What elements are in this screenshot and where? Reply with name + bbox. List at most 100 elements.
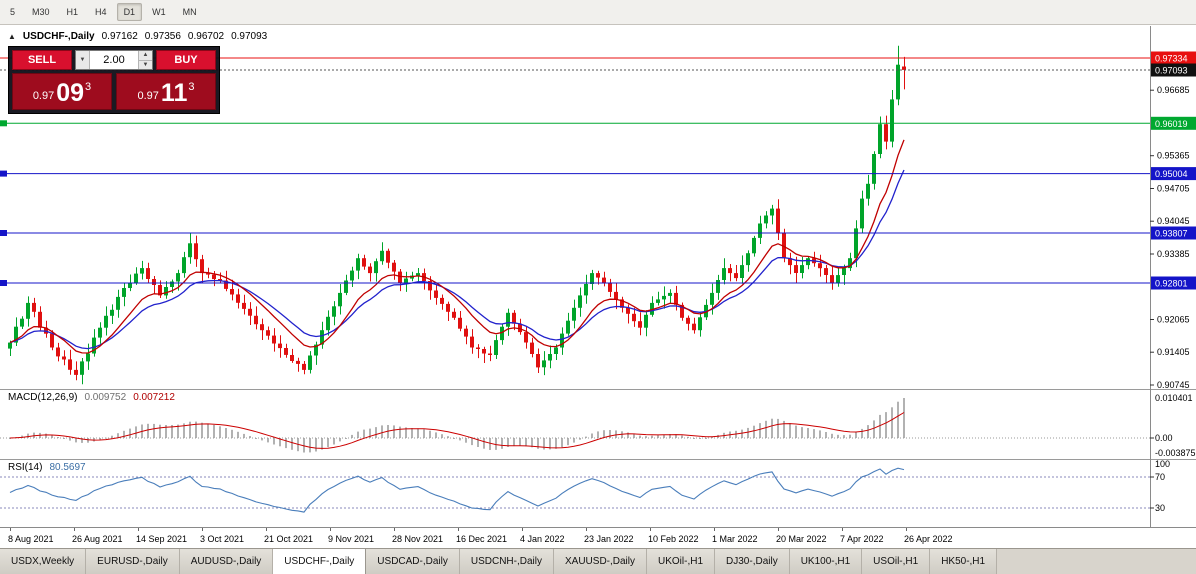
timeframe-button-mn[interactable]: MN bbox=[182, 7, 197, 17]
volume-control[interactable]: ▼ 2.00 ▲ ▼ bbox=[75, 50, 153, 70]
svg-text:0.92065: 0.92065 bbox=[1157, 315, 1190, 325]
macd-indicator-header: MACD(12,26,9) 0.009752 0.007212 bbox=[8, 392, 175, 403]
svg-text:0.95004: 0.95004 bbox=[1155, 169, 1188, 179]
sell-price-prefix: 0.97 bbox=[32, 90, 55, 102]
price-axis: 0.96685 0.95365 0.94705 0.94045 0.93385 0.920… bbox=[0, 26, 1196, 527]
buy-price-pipette: 3 bbox=[188, 81, 195, 93]
one-click-collapse-icon[interactable]: ▲ bbox=[8, 32, 16, 41]
date-tick bbox=[842, 528, 843, 531]
svg-text:0.93385: 0.93385 bbox=[1157, 249, 1190, 259]
tab-uk100-h1[interactable]: UK100-,H1 bbox=[789, 549, 863, 574]
date-label: 21 Oct 2021 bbox=[264, 534, 314, 544]
buy-button[interactable]: BUY bbox=[156, 50, 216, 70]
sell-button[interactable]: SELL bbox=[12, 50, 72, 70]
rsi-indicator-header: RSI(14) 80.5697 bbox=[8, 462, 86, 473]
svg-text:0.94045: 0.94045 bbox=[1157, 216, 1190, 226]
date-tick bbox=[522, 528, 523, 531]
date-label: 20 Mar 2022 bbox=[776, 534, 827, 544]
svg-text:0.94705: 0.94705 bbox=[1157, 184, 1190, 194]
sell-price-display[interactable]: 0.97 09 3 bbox=[12, 73, 112, 110]
date-label: 9 Nov 2021 bbox=[328, 534, 375, 544]
symbol-timeframe-label: USDCHF-,Daily bbox=[22, 31, 95, 42]
buy-price-display[interactable]: 0.97 11 3 bbox=[116, 73, 216, 110]
date-tick bbox=[202, 528, 203, 531]
tab-usoil-h1[interactable]: USOil-,H1 bbox=[862, 549, 931, 574]
sell-price-big: 09 bbox=[56, 79, 85, 107]
date-tick bbox=[10, 528, 11, 531]
date-label: 8 Aug 2021 bbox=[8, 534, 54, 544]
svg-text:0.00: 0.00 bbox=[1155, 433, 1173, 443]
svg-text:0.96019: 0.96019 bbox=[1155, 119, 1188, 129]
candles-layer bbox=[8, 45, 906, 385]
macd-panel bbox=[0, 398, 1150, 453]
tab-audusd-daily[interactable]: AUDUSD-,Daily bbox=[179, 549, 274, 574]
svg-text:0.90745: 0.90745 bbox=[1157, 380, 1190, 390]
svg-text:0.96685: 0.96685 bbox=[1157, 85, 1190, 95]
svg-text:30: 30 bbox=[1155, 503, 1165, 513]
tab-eurusd-daily[interactable]: EURUSD-,Daily bbox=[86, 549, 180, 574]
rsi-value: 80.5697 bbox=[49, 462, 86, 473]
date-axis: 8 Aug 2021 26 Aug 2021 14 Sep 2021 3 Oct 20… bbox=[0, 527, 1196, 548]
timeframe-button-d1[interactable]: D1 bbox=[116, 3, 143, 21]
date-label: 23 Jan 2022 bbox=[584, 534, 634, 544]
date-tick bbox=[266, 528, 267, 531]
tab-usdcad-daily[interactable]: USDCAD-,Daily bbox=[366, 549, 460, 574]
tab-usdchf-daily[interactable]: USDCHF-,Daily bbox=[273, 549, 367, 574]
date-label: 14 Sep 2021 bbox=[136, 534, 188, 544]
tab-usdx-weekly[interactable]: USDX,Weekly bbox=[0, 549, 87, 574]
macd-label: MACD(12,26,9) bbox=[8, 392, 78, 403]
sell-price-pipette: 3 bbox=[85, 81, 92, 93]
timeframe-button-5[interactable]: 5 bbox=[10, 7, 16, 17]
rsi-label: RSI(14) bbox=[8, 462, 43, 473]
low-value: 0.96702 bbox=[187, 31, 225, 42]
tab-ukoil-h1[interactable]: UKOil-,H1 bbox=[647, 549, 716, 574]
svg-text:0.95365: 0.95365 bbox=[1157, 151, 1190, 161]
tab-hk50-h1[interactable]: HK50-,H1 bbox=[930, 549, 998, 574]
svg-text:0.93807: 0.93807 bbox=[1155, 229, 1188, 239]
volume-up-button[interactable]: ▲ bbox=[139, 51, 152, 61]
high-value: 0.97356 bbox=[144, 31, 181, 42]
date-tick bbox=[394, 528, 395, 531]
timeframe-button-w1[interactable]: W1 bbox=[152, 7, 166, 17]
svg-text:0.97093: 0.97093 bbox=[1155, 66, 1188, 76]
volume-down-button[interactable]: ▼ bbox=[139, 60, 152, 69]
svg-text:0.010401: 0.010401 bbox=[1155, 393, 1193, 403]
date-label: 26 Aug 2021 bbox=[72, 534, 123, 544]
timeframe-toolbar: 5 M30 H1 H4 D1 W1 MN bbox=[0, 0, 1196, 25]
date-tick bbox=[650, 528, 651, 531]
date-label: 7 Apr 2022 bbox=[840, 534, 884, 544]
volume-spinner: ▲ ▼ bbox=[138, 51, 152, 69]
buy-price-big: 11 bbox=[160, 79, 188, 107]
date-tick bbox=[330, 528, 331, 531]
chart-tabs-bar: USDX,Weekly EURUSD-,Daily AUDUSD-,Daily USD… bbox=[0, 548, 1196, 574]
date-label: 26 Apr 2022 bbox=[904, 534, 953, 544]
tab-xauusd-daily[interactable]: XAUUSD-,Daily bbox=[553, 549, 647, 574]
volume-value[interactable]: 2.00 bbox=[103, 54, 125, 66]
timeframe-button-h4[interactable]: H4 bbox=[95, 7, 107, 17]
tab-dj30-daily[interactable]: DJ30-,Daily bbox=[715, 549, 790, 574]
svg-text:0.92801: 0.92801 bbox=[1155, 279, 1188, 289]
date-tick bbox=[458, 528, 459, 531]
volume-dropdown-icon[interactable]: ▼ bbox=[76, 51, 90, 69]
svg-text:100: 100 bbox=[1155, 459, 1170, 469]
svg-text:0.91405: 0.91405 bbox=[1157, 347, 1190, 357]
date-label: 1 Mar 2022 bbox=[712, 534, 758, 544]
chart-ohlc-header: ▲ USDCHF-,Daily 0.97162 0.97356 0.96702 … bbox=[8, 31, 267, 42]
chart-area[interactable]: 0.96685 0.95365 0.94705 0.94045 0.93385 0.920… bbox=[0, 26, 1196, 527]
macd-main-value: 0.009752 bbox=[84, 392, 127, 403]
date-label: 3 Oct 2021 bbox=[200, 534, 245, 544]
timeframe-button-m30[interactable]: M30 bbox=[32, 7, 50, 17]
date-tick bbox=[778, 528, 779, 531]
one-click-trading-panel: SELL ▼ 2.00 ▲ ▼ BUY 0.97 09 3 bbox=[8, 46, 220, 114]
tab-usdcnh-daily[interactable]: USDCNH-,Daily bbox=[459, 549, 554, 574]
date-tick bbox=[586, 528, 587, 531]
date-label: 28 Nov 2021 bbox=[392, 534, 444, 544]
date-label: 16 Dec 2021 bbox=[456, 534, 508, 544]
svg-text:-0.003875: -0.003875 bbox=[1155, 448, 1196, 458]
price-chart-canvas[interactable]: 0.96685 0.95365 0.94705 0.94045 0.93385 0.920… bbox=[0, 26, 1196, 527]
date-tick bbox=[714, 528, 715, 531]
macd-signal-value: 0.007212 bbox=[133, 392, 175, 403]
buy-price-prefix: 0.97 bbox=[137, 90, 159, 102]
timeframe-button-h1[interactable]: H1 bbox=[66, 7, 79, 17]
